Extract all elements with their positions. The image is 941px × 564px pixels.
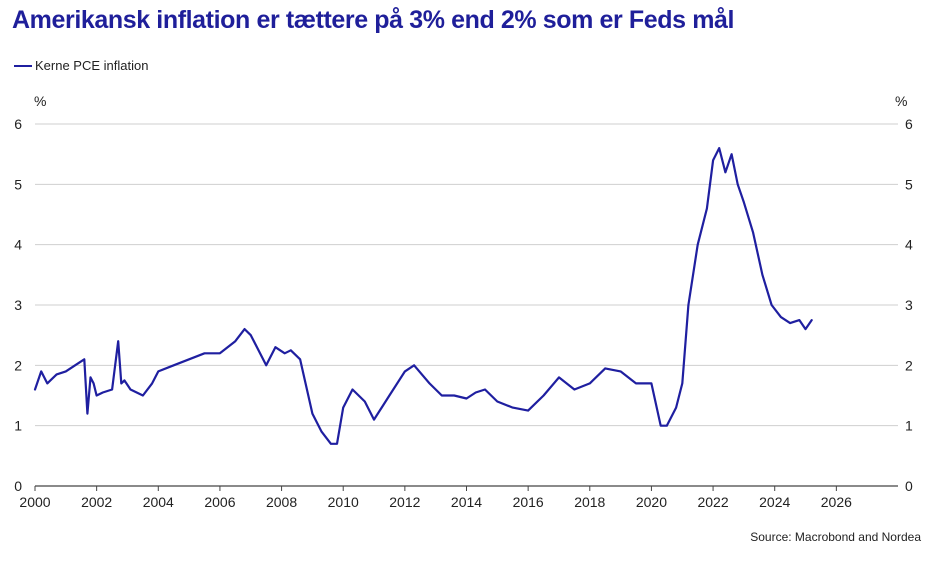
legend-swatch-kerne-pce (14, 64, 32, 67)
y-tick-label-left: 3 (14, 297, 22, 313)
y-tick-label-left: 6 (14, 116, 22, 132)
x-tick-label: 2016 (513, 494, 544, 510)
y-tick-label-right: 6 (905, 116, 913, 132)
y-tick-label-right: 0 (905, 478, 913, 494)
chart-title: Amerikansk inflation er tættere på 3% en… (12, 6, 735, 34)
x-tick-label: 2006 (204, 494, 235, 510)
x-tick-label: 2012 (389, 494, 420, 510)
y-axis-unit-right: % (895, 93, 907, 109)
y-axis-unit-left: % (34, 93, 46, 109)
y-tick-label-left: 0 (14, 478, 22, 494)
y-tick-label-left: 2 (14, 357, 22, 373)
y-tick-label-right: 3 (905, 297, 913, 313)
chart-legend: Kerne PCE inflation (14, 58, 148, 73)
y-tick-label-right: 2 (905, 357, 913, 373)
x-tick-label: 2014 (451, 494, 482, 510)
y-tick-label-right: 4 (905, 237, 913, 253)
x-tick-label: 2002 (81, 494, 112, 510)
source-note: Source: Macrobond and Nordea (750, 530, 921, 544)
x-tick-label: 2026 (821, 494, 852, 510)
y-tick-label-right: 1 (905, 418, 913, 434)
x-tick-label: 2022 (697, 494, 728, 510)
x-tick-label: 2004 (143, 494, 174, 510)
y-tick-label-right: 5 (905, 176, 913, 192)
x-tick-label: 2018 (574, 494, 605, 510)
x-tick-label: 2020 (636, 494, 667, 510)
x-tick-label: 2024 (759, 494, 790, 510)
x-tick-label: 2010 (328, 494, 359, 510)
x-tick-label: 2000 (19, 494, 50, 510)
x-tick-label: 2008 (266, 494, 297, 510)
y-tick-label-left: 4 (14, 237, 22, 253)
y-tick-label-left: 1 (14, 418, 22, 434)
series-line-kerne-pce (33, 147, 813, 445)
legend-label-kerne-pce: Kerne PCE inflation (35, 58, 149, 73)
y-tick-label-left: 5 (14, 176, 22, 192)
